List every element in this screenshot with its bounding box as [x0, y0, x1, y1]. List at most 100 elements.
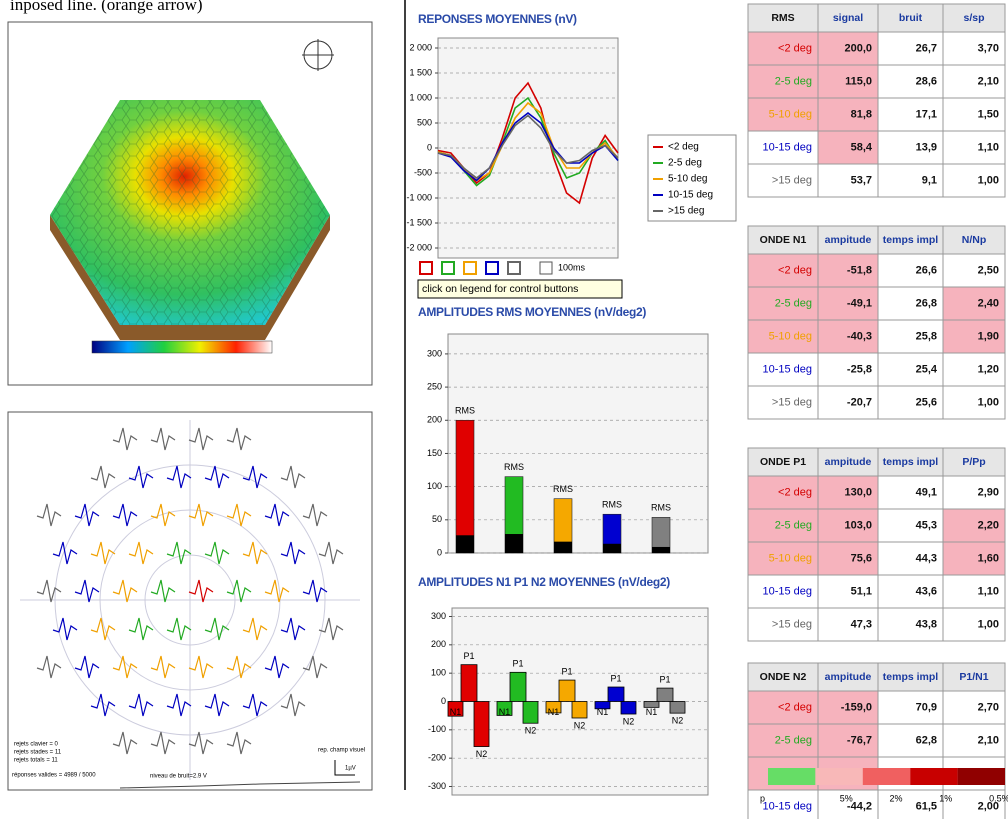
scale-checkbox	[539, 261, 553, 275]
table-cell	[747, 64, 819, 99]
cell-value: -20,7	[847, 396, 872, 408]
trace	[302, 503, 328, 527]
cell-value: 25,6	[916, 396, 937, 408]
legend-label: 10-15 deg	[668, 190, 713, 201]
cell-value: 103,0	[844, 519, 872, 531]
header-cell	[747, 447, 819, 477]
table-cell	[747, 690, 819, 725]
row-label: 10-15 deg	[762, 800, 812, 812]
cell-value: 115,0	[845, 75, 872, 87]
cell-value: 53,7	[851, 174, 872, 186]
chart-title: AMPLITUDES N1 P1 N2 MOYENNES (nV/deg2)	[418, 575, 670, 589]
bar-label: RMS	[455, 406, 475, 416]
header-label: bruit	[899, 12, 923, 24]
significance-swatch	[957, 768, 1005, 785]
trace	[128, 541, 154, 565]
cell-value: 1,10	[978, 585, 999, 597]
header-cell	[877, 225, 944, 255]
cell-value: 2,20	[978, 519, 999, 531]
significance-swatch	[815, 768, 863, 785]
bar	[669, 701, 686, 714]
header-label: signal	[833, 12, 863, 24]
table-cell	[942, 541, 1006, 576]
table-cell	[942, 253, 1006, 288]
header-label: RMS	[771, 12, 794, 24]
cell-value: 1,50	[978, 108, 999, 120]
row-label: 10-15 deg	[762, 363, 812, 375]
row-label: 2-5 deg	[775, 75, 812, 87]
bar	[460, 664, 478, 702]
trace	[128, 465, 154, 489]
cell-value: 81,8	[851, 108, 872, 120]
trace	[166, 541, 192, 565]
bar-label: P1	[463, 651, 474, 661]
cell-value: 13,9	[916, 141, 937, 153]
header-label: ampitude	[825, 671, 872, 683]
trace	[128, 693, 154, 717]
chart-title: REPONSES MOYENNES (nV)	[418, 12, 577, 26]
y-tick-label: -200	[428, 753, 446, 763]
series-line	[437, 114, 619, 180]
bar-label: P1	[659, 674, 670, 684]
table-cell	[747, 319, 819, 354]
significance-label: 0.5%	[989, 793, 1008, 803]
header-label: temps impl	[883, 456, 939, 468]
bar-label: P1	[561, 666, 572, 676]
table-cell	[877, 690, 944, 725]
tooltip-box	[417, 279, 623, 299]
bar-label: N1	[597, 707, 609, 717]
trace	[204, 465, 230, 489]
header-label: ampitude	[825, 234, 872, 246]
trace	[74, 579, 100, 603]
legend-label: 2-5 deg	[668, 158, 702, 169]
cell-value: 1,90	[978, 330, 999, 342]
bar-label: N2	[672, 716, 684, 726]
table-cell	[942, 385, 1006, 420]
trace	[90, 693, 116, 717]
trace	[90, 541, 116, 565]
table-cell	[747, 723, 819, 758]
cell-value: 44,3	[916, 552, 937, 564]
table-cell	[817, 508, 879, 543]
table-cell	[942, 789, 1006, 819]
header-cell	[877, 3, 944, 33]
cell-value: 2,40	[978, 297, 999, 309]
header-label: ONDE N2	[760, 671, 807, 683]
cell-value: 2,00	[978, 800, 999, 812]
y-tick-label: 1 500	[409, 67, 432, 77]
trace	[204, 693, 230, 717]
trace	[188, 655, 214, 679]
trace	[166, 617, 192, 641]
cell-value: 47,3	[851, 618, 872, 630]
header-label: ONDE N1	[760, 234, 807, 246]
cell-value: 43,6	[916, 585, 937, 597]
cell-value: 2,50	[978, 264, 999, 276]
trace	[112, 579, 138, 603]
table-cell	[877, 607, 944, 642]
tooltip: click on legend for control buttons	[422, 283, 578, 295]
trace	[242, 617, 268, 641]
trace	[264, 579, 290, 603]
bar	[643, 701, 660, 708]
significance-label: p	[760, 793, 765, 803]
trace	[226, 731, 252, 755]
cell-value: -51,8	[847, 264, 872, 276]
cell-value: 51,1	[851, 585, 872, 597]
cell-value: 70,9	[916, 701, 937, 713]
y-tick-label: -1 500	[406, 217, 432, 227]
table-cell	[877, 475, 944, 510]
y-tick-label: -1 000	[406, 192, 432, 202]
noise-bar	[603, 543, 621, 553]
trace	[280, 541, 306, 565]
y-tick-label: 300	[431, 611, 446, 621]
table-cell	[747, 163, 819, 198]
trace	[90, 617, 116, 641]
cell-value: 26,7	[916, 42, 937, 54]
table-cell	[817, 789, 879, 819]
table-cell	[747, 286, 819, 321]
y-tick-label: 100	[431, 668, 446, 678]
bar-label: N2	[623, 716, 635, 726]
trace	[112, 427, 138, 451]
cell-value: 1,10	[978, 141, 999, 153]
bar-label: RMS	[553, 484, 573, 494]
